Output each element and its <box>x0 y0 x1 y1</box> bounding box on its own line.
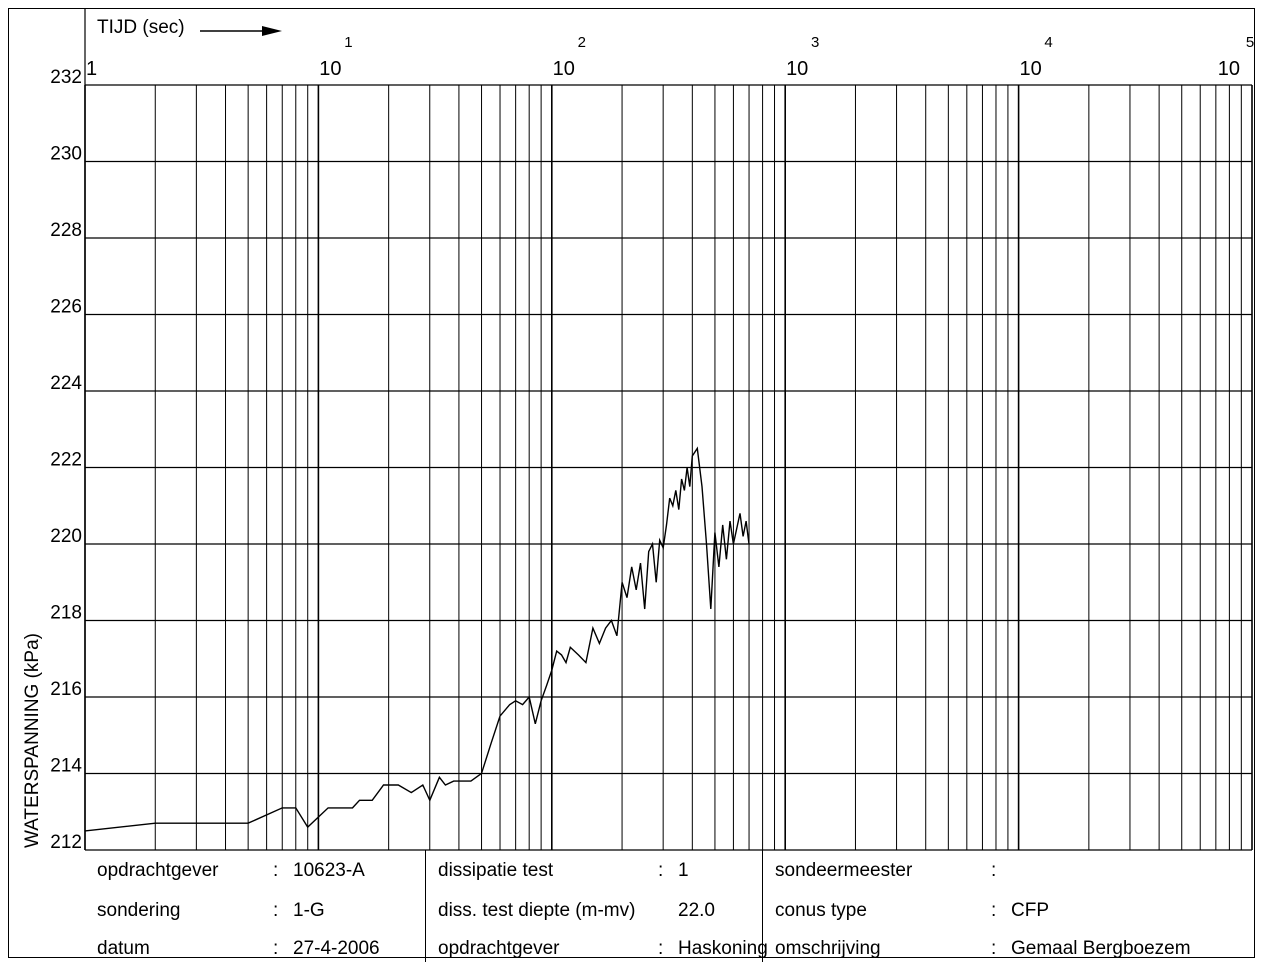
x-tick-label: 10 <box>1019 58 1041 80</box>
x-tick-label: 10 <box>319 58 341 80</box>
x-tick-exponent: 1 <box>344 34 352 51</box>
data-series <box>84 446 750 832</box>
y-tick-label: 212 <box>50 832 82 853</box>
info-column-1: opdrachtgever:10623-A sondering:1-G datum:… <box>85 850 425 962</box>
x-axis-arrow-head <box>262 26 282 36</box>
info-sep: : <box>658 860 664 881</box>
x-axis-title: TIJD (sec) <box>97 17 282 38</box>
info-value: 10623-A <box>293 860 365 881</box>
info-value: Haskoning <box>678 938 768 959</box>
y-axis-label: WATERSPANNING (kPa) <box>22 633 43 848</box>
info-value: 27-4-2006 <box>293 938 380 959</box>
data-line <box>84 446 750 832</box>
y-tick-label: 226 <box>50 297 82 318</box>
info-value: CFP <box>1011 900 1049 921</box>
info-sep: : <box>991 900 997 921</box>
info-column-2: dissipatie test:1 diss. test diepte (m-mv… <box>425 850 768 962</box>
info-sep: : <box>658 938 664 959</box>
info-label: diss. test diepte (m-mv) <box>438 900 636 921</box>
x-tick-exponent: 3 <box>811 34 819 51</box>
info-label: dissipatie test <box>438 860 554 881</box>
x-tick-label: 10 <box>786 58 808 80</box>
info-sep: : <box>273 900 279 921</box>
info-value: 1-G <box>293 900 325 921</box>
chart-frame <box>8 8 1255 958</box>
x-tick-exponent: 4 <box>1044 34 1052 51</box>
y-tick-label: 218 <box>50 603 82 624</box>
info-label: sondeermeester <box>775 860 913 881</box>
info-sep: : <box>273 860 279 881</box>
x-tick-label: 10 <box>553 58 575 80</box>
info-value: 22.0 <box>678 900 715 921</box>
y-tick-label: 224 <box>50 373 82 394</box>
x-tick-label: 1 <box>86 58 97 80</box>
x-tick-exponent: 5 <box>1246 34 1254 51</box>
y-tick-label: 220 <box>50 526 82 547</box>
x-axis-label: TIJD (sec) <box>97 17 185 38</box>
info-label: opdrachtgever <box>438 938 560 959</box>
info-sep: : <box>273 938 279 959</box>
y-tick-label: 230 <box>50 144 82 165</box>
y-tick-label: 222 <box>50 450 82 471</box>
info-value: Gemaal Bergboezem <box>1011 938 1191 959</box>
y-tick-label: 214 <box>50 756 82 777</box>
info-sep: : <box>991 860 997 881</box>
info-label: conus type <box>775 900 867 921</box>
grid <box>84 8 1253 851</box>
info-table: opdrachtgever:10623-A sondering:1-G datum:… <box>85 850 1252 962</box>
y-axis-labels: 212 214 216 218 220 222 224 226 228 230 232 <box>50 67 82 853</box>
x-tick-label: 10 <box>1218 58 1240 80</box>
y-tick-label: 216 <box>50 679 82 700</box>
y-tick-label: 232 <box>50 67 82 88</box>
info-label: sondering <box>97 900 181 921</box>
info-column-3: sondeermeester: conus type: CFP omschrijvin… <box>762 850 1253 962</box>
info-label: datum <box>97 938 150 959</box>
x-tick-exponent: 2 <box>578 34 586 51</box>
y-tick-label: 228 <box>50 220 82 241</box>
info-label: omschrijving <box>775 938 881 959</box>
info-value: 1 <box>678 860 689 881</box>
info-sep: : <box>991 938 997 959</box>
info-label: opdrachtgever <box>97 860 219 881</box>
